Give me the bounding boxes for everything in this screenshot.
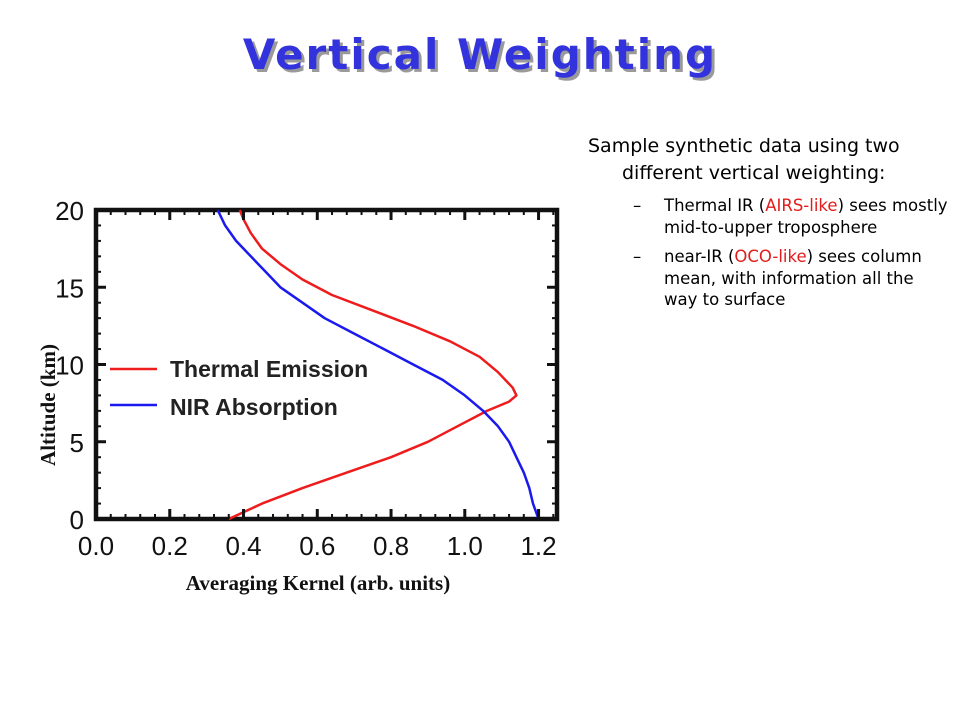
x-tick-label: 1.0 (447, 531, 483, 561)
bullet-dash: – (633, 196, 642, 215)
notes-main-text: Sample synthetic data using two differen… (588, 135, 900, 184)
x-tick-label: 0.8 (373, 531, 409, 561)
legend-label-thermal: Thermal Emission (170, 356, 368, 382)
x-tick-label: 0.6 (299, 531, 335, 561)
bullet-text-before: Thermal IR ( (664, 196, 766, 215)
bullet-highlight: OCO-like (734, 247, 807, 266)
bullet-text-after: ) sees mostly mid-to-upper troposphere (664, 196, 948, 237)
x-tick-label: 0.0 (78, 531, 114, 561)
y-tick-label: 0 (70, 505, 84, 535)
bullet-highlight: AIRS-like (765, 196, 838, 215)
notes-bullet-thermal: – Thermal IR (AIRS-like) sees mostly mid… (588, 195, 948, 238)
x-tick-label: 0.4 (225, 531, 261, 561)
x-tick-label: 1.2 (520, 531, 556, 561)
legend-label-nir: NIR Absorption (170, 394, 338, 420)
bullet-dash: – (633, 247, 642, 266)
y-tick-label: 20 (55, 196, 84, 226)
y-tick-label: 10 (55, 351, 84, 381)
x-axis-title: Averaging Kernel (arb. units) (186, 571, 450, 595)
averaging-kernel-chart: 0.0 0.2 0.4 0.6 0.8 1.0 1.2 0 5 10 15 20 Thermal Em… (36, 196, 560, 595)
bullet-text-before: near-IR ( (664, 247, 735, 266)
notes-panel: Sample synthetic data using two differen… (588, 133, 948, 311)
bullet-text-after: ) sees column mean, with information all… (664, 247, 922, 309)
slide-title: Vertical Weighting (242, 30, 718, 79)
y-tick-label: 15 (55, 273, 84, 303)
series-line-1 (216, 209, 540, 520)
y-tick-label: 5 (70, 428, 84, 458)
x-tick-label: 0.2 (152, 531, 188, 561)
notes-bullet-nir: – near-IR (OCO-like) sees column mean, w… (588, 246, 948, 311)
series-line-0 (228, 209, 518, 521)
y-axis-title: Altitude (km) (36, 344, 60, 466)
